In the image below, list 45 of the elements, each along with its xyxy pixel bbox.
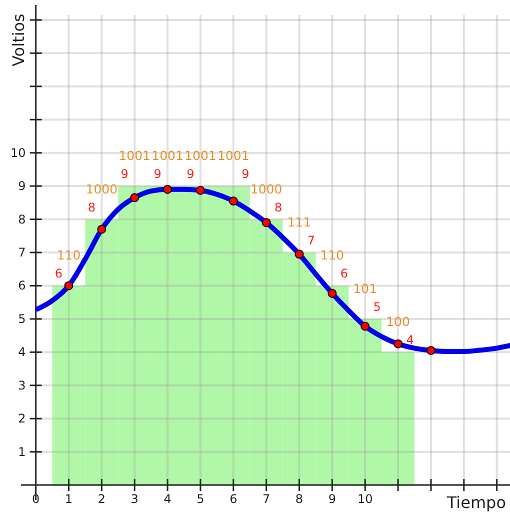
- annotation: 100: [386, 314, 410, 330]
- y-axis-title: Voltios: [9, 14, 28, 66]
- x-tick-label: 4: [164, 492, 172, 506]
- x-tick-label: 7: [262, 492, 270, 506]
- data-label: 6: [54, 266, 63, 281]
- annotation: 1001: [152, 148, 184, 164]
- y-tick-label: 1: [18, 444, 26, 459]
- data-label: 9: [120, 167, 128, 182]
- x-axis-title: Tiempo: [446, 493, 506, 512]
- y-tick-label: 3: [18, 378, 26, 392]
- data-label: 9: [154, 167, 162, 182]
- x-tick-label: 10: [357, 492, 373, 506]
- annotation: 101: [353, 280, 378, 296]
- y-tick-label: 5: [18, 312, 26, 326]
- annotation: 110: [320, 248, 344, 263]
- data-label: 8: [88, 200, 96, 214]
- y-tick-label: 7: [18, 246, 26, 260]
- x-tick-label: 8: [295, 492, 304, 506]
- x-tick-label: 1: [64, 492, 73, 506]
- y-tick-label: 2: [18, 412, 26, 426]
- annotation: 1001: [184, 148, 216, 164]
- annotation: 111: [287, 214, 312, 230]
- annotation: 110: [56, 248, 81, 263]
- x-tick-label: 2: [98, 492, 106, 506]
- data-label: 9: [242, 167, 250, 182]
- x-tick-label: 9: [328, 492, 336, 506]
- annotation: 1001: [217, 148, 250, 164]
- y-tick-label: 8: [18, 212, 26, 226]
- data-label: 7: [307, 234, 316, 248]
- x-tick-label: 5: [196, 492, 204, 506]
- x-tick-label: 0: [32, 492, 40, 506]
- data-label: 5: [373, 300, 381, 314]
- y-tick-label: 9: [18, 179, 26, 194]
- x-tick-label: 6: [230, 492, 238, 506]
- data-label: 8: [274, 200, 282, 214]
- annotation: 1000: [86, 181, 118, 196]
- data-label: 9: [186, 167, 194, 182]
- y-tick-label: 6: [18, 278, 26, 293]
- data-label: 6: [340, 266, 348, 281]
- annotation: 1001: [118, 148, 151, 164]
- annotation: 1000: [250, 181, 282, 196]
- x-tick-label: 3: [130, 492, 138, 506]
- data-label: 4: [406, 333, 414, 348]
- y-tick-label: 10: [10, 146, 26, 160]
- y-tick-label: 4: [18, 345, 26, 360]
